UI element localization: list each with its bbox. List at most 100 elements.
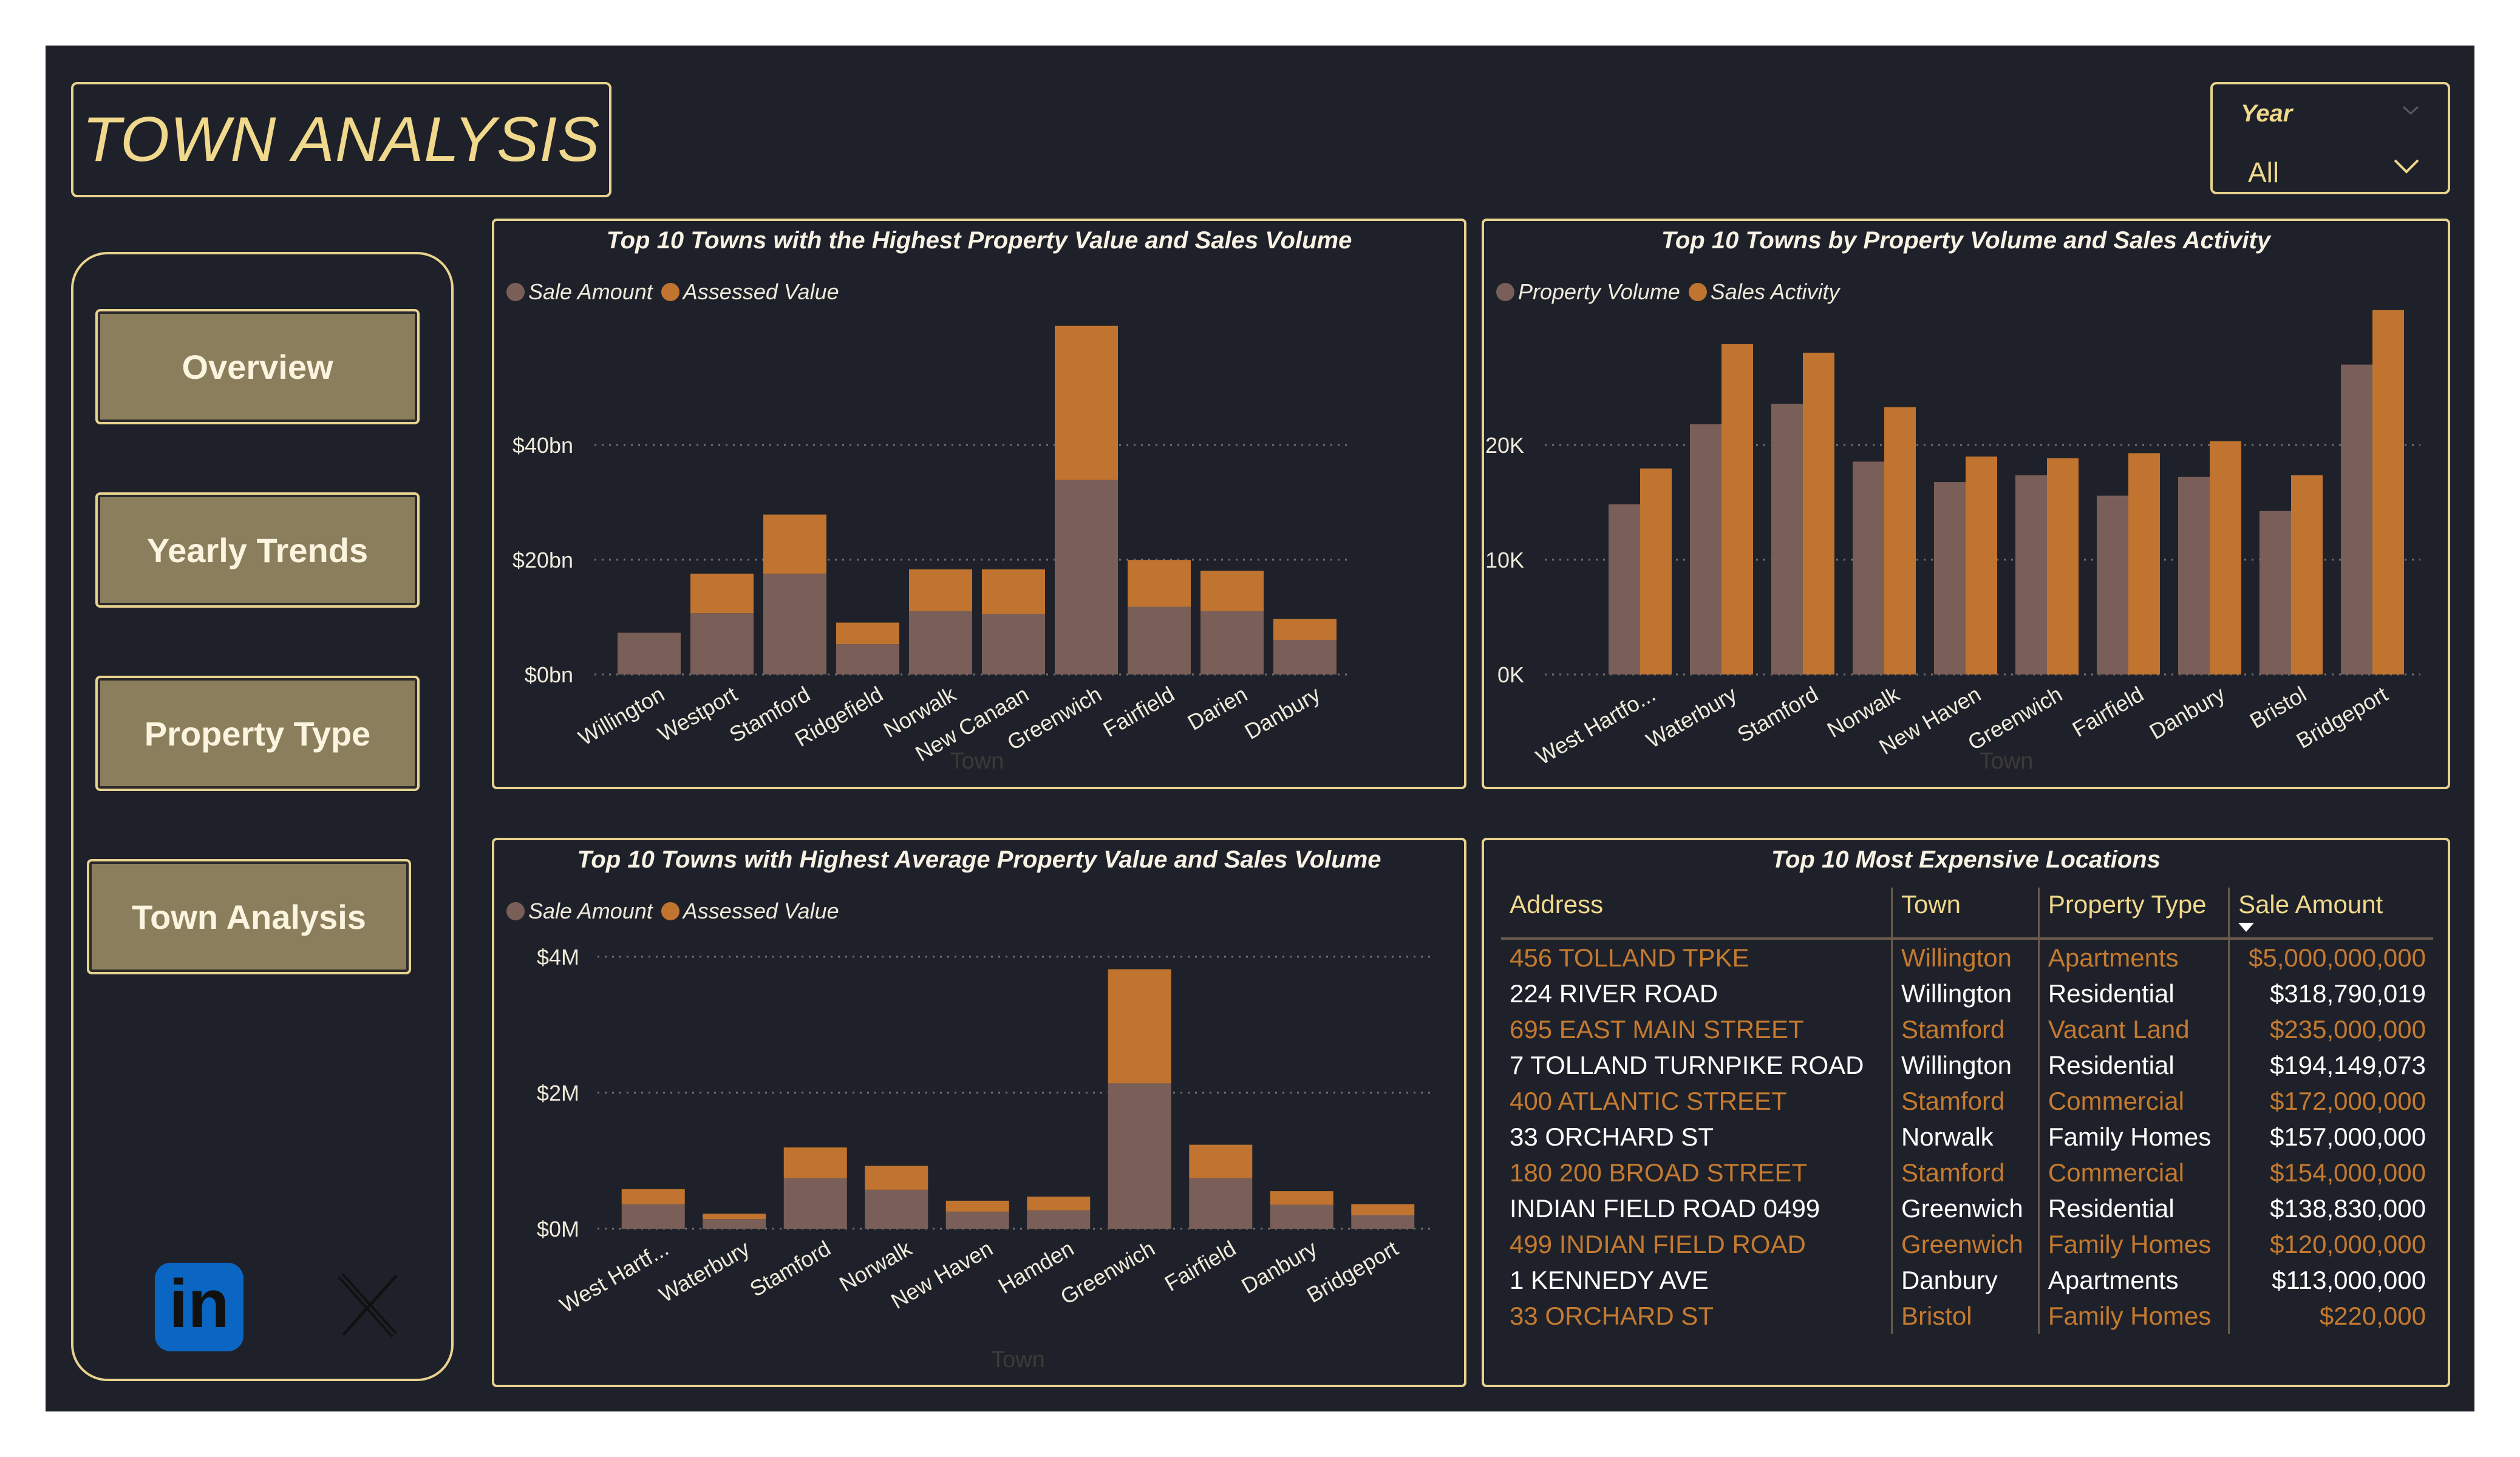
x-icon[interactable] <box>336 1272 403 1339</box>
bar-sale-amount[interactable] <box>1273 640 1337 674</box>
table-row[interactable]: INDIAN FIELD ROAD 0499 Greenwich Residenti… <box>1501 1190 2433 1226</box>
bar-sale-amount[interactable] <box>763 573 826 674</box>
linkedin-icon[interactable]: in <box>155 1263 243 1351</box>
bar-assessed-value[interactable] <box>945 1200 1009 1212</box>
cell-town: Danbury <box>1890 1262 2039 1298</box>
nav-button-property-type[interactable]: Property Type <box>95 676 420 791</box>
bar-assessed-value[interactable] <box>836 622 899 645</box>
bar-sale-amount[interactable] <box>690 613 754 674</box>
bar-sale-amount[interactable] <box>618 633 681 674</box>
bar-sale-amount[interactable] <box>703 1219 766 1229</box>
bar-sale-amount[interactable] <box>1027 1210 1091 1229</box>
bar-property-volume[interactable] <box>2259 511 2291 674</box>
bar-sale-amount[interactable] <box>1351 1215 1415 1229</box>
column-header-address[interactable]: Address <box>1501 888 1892 940</box>
column-header-property-type[interactable]: Property Type <box>2037 888 2229 940</box>
table-row[interactable]: 695 EAST MAIN STREET Stamford Vacant Land $… <box>1501 1011 2433 1047</box>
bar-sales-activity[interactable] <box>2291 475 2323 674</box>
bar-sale-amount[interactable] <box>621 1204 685 1229</box>
cell-town: Willington <box>1890 939 2039 976</box>
bar-assessed-value[interactable] <box>1270 1191 1333 1205</box>
bar-sales-activity[interactable] <box>2128 453 2160 674</box>
bar-sale-amount[interactable] <box>783 1178 847 1229</box>
bar-sales-activity[interactable] <box>2047 458 2079 674</box>
bar-sale-amount[interactable] <box>982 614 1045 674</box>
bar-sale-amount[interactable] <box>1200 611 1264 674</box>
cell-property-type: Family Homes <box>2037 1298 2229 1334</box>
bar-sales-activity[interactable] <box>1640 468 1672 674</box>
bar-property-volume[interactable] <box>1690 424 1721 674</box>
bar-assessed-value[interactable] <box>1351 1204 1415 1215</box>
bar-assessed-value[interactable] <box>690 573 754 614</box>
x-tick-label: Waterbury <box>1642 681 1741 753</box>
year-slicer-value[interactable]: All <box>2248 157 2280 188</box>
bar-assessed-value[interactable] <box>783 1147 847 1178</box>
bar-property-volume[interactable] <box>1609 504 1640 674</box>
chevron-down-icon[interactable] <box>2402 105 2420 116</box>
bar-sale-amount[interactable] <box>836 644 899 674</box>
chevron-down-icon[interactable] <box>2393 158 2420 174</box>
bar-sale-amount[interactable] <box>1055 480 1118 674</box>
nav-button-town-analysis[interactable]: Town Analysis <box>87 859 411 974</box>
bar-sale-amount[interactable] <box>1108 1083 1171 1229</box>
bar-property-volume[interactable] <box>1853 461 1884 674</box>
table-row[interactable]: 7 TOLLAND TURNPIKE ROAD Willington Residen… <box>1501 1047 2433 1083</box>
bar-property-volume[interactable] <box>1934 482 1966 674</box>
bar-property-volume[interactable] <box>1771 404 1803 674</box>
x-tick-label: West Hartf... <box>556 1235 673 1317</box>
table-row[interactable]: 33 ORCHARD ST Bristol Family Homes $220,000 <box>1501 1298 2433 1334</box>
bar-sale-amount[interactable] <box>1128 606 1191 674</box>
x-tick-label: Bridgeport <box>2292 681 2392 753</box>
bar-assessed-value[interactable] <box>1027 1197 1091 1211</box>
cell-sale-amount: $194,149,073 <box>2228 1047 2433 1083</box>
bar-sales-activity[interactable] <box>2372 310 2404 674</box>
bar-assessed-value[interactable] <box>703 1214 766 1220</box>
bar-assessed-value[interactable] <box>763 514 826 574</box>
table-row[interactable]: 456 TOLLAND TPKE Willington Apartments $5,0… <box>1501 939 2433 976</box>
cell-sale-amount: $157,000,000 <box>2228 1119 2433 1155</box>
year-slicer[interactable]: Year All <box>2210 82 2450 194</box>
bar-assessed-value[interactable] <box>1189 1144 1253 1178</box>
bar-property-volume[interactable] <box>2178 477 2210 674</box>
nav-button-yearly-trends[interactable]: Yearly Trends <box>95 492 420 608</box>
sort-descending-icon[interactable] <box>2238 923 2255 932</box>
bar-property-volume[interactable] <box>2341 364 2372 674</box>
table-row[interactable]: 33 ORCHARD ST Norwalk Family Homes $157,000… <box>1501 1119 2433 1155</box>
bar-sale-amount[interactable] <box>865 1189 928 1229</box>
table-row[interactable]: 180 200 BROAD STREET Stamford Commercial $1… <box>1501 1155 2433 1190</box>
bar-sale-amount[interactable] <box>1189 1178 1253 1229</box>
bar-sales-activity[interactable] <box>1803 352 1834 674</box>
chart-legend: Property Volume Sales Activity <box>1496 279 1848 305</box>
table-row[interactable]: 1 KENNEDY AVE Danbury Apartments $113,000,0… <box>1501 1262 2433 1298</box>
bar-sale-amount[interactable] <box>909 611 972 674</box>
bar-sale-amount[interactable] <box>945 1211 1009 1229</box>
bar-assessed-value[interactable] <box>1273 619 1337 640</box>
column-header-sale-amount[interactable]: Sale Amount <box>2228 888 2433 940</box>
bar-assessed-value[interactable] <box>909 569 972 611</box>
cell-address: 224 RIVER ROAD <box>1510 979 1718 1008</box>
bar-assessed-value[interactable] <box>1200 571 1264 611</box>
expensive-locations-panel: Top 10 Most Expensive Locations Address … <box>1482 838 2450 1387</box>
bar-sale-amount[interactable] <box>1270 1204 1333 1229</box>
bar-assessed-value[interactable] <box>982 569 1045 614</box>
table-row[interactable]: 400 ATLANTIC STREET Stamford Commercial $17… <box>1501 1083 2433 1119</box>
column-header-town[interactable]: Town <box>1890 888 2039 940</box>
y-tick-label: 0K <box>1497 662 1524 687</box>
bar-sales-activity[interactable] <box>1966 457 1997 674</box>
cell-property-type: Apartments <box>2037 939 2229 976</box>
bar-assessed-value[interactable] <box>865 1166 928 1190</box>
bar-assessed-value[interactable] <box>1108 969 1171 1084</box>
bar-assessed-value[interactable] <box>1128 560 1191 607</box>
bar-sales-activity[interactable] <box>1884 407 1916 674</box>
bar-property-volume[interactable] <box>2097 495 2128 674</box>
table-row[interactable]: 499 INDIAN FIELD ROAD Greenwich Family Hom… <box>1501 1226 2433 1262</box>
bar-property-volume[interactable] <box>2015 475 2047 674</box>
bar-assessed-value[interactable] <box>1055 325 1118 480</box>
cell-sale-amount: $154,000,000 <box>2228 1155 2433 1190</box>
bar-sales-activity[interactable] <box>2210 441 2241 674</box>
nav-button-overview[interactable]: Overview <box>95 309 420 424</box>
chart-legend: Sale Amount Assessed Value <box>506 279 848 305</box>
bar-assessed-value[interactable] <box>621 1189 685 1204</box>
bar-sales-activity[interactable] <box>1721 344 1753 674</box>
table-row[interactable]: 224 RIVER ROAD Willington Residential $318,… <box>1501 976 2433 1011</box>
